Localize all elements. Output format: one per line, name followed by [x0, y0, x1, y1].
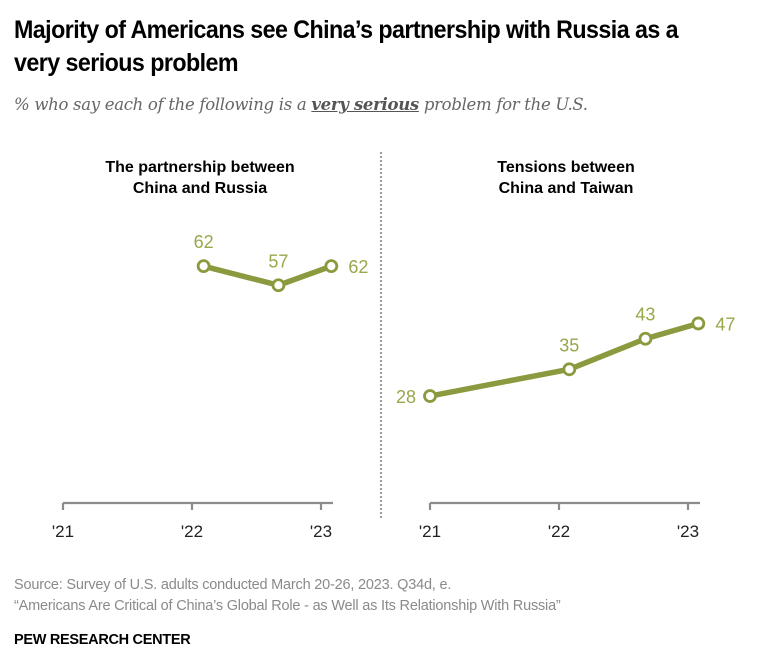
data-label: 43 [635, 305, 655, 325]
panel-title-china-taiwan: Tensions between China and Taiwan [428, 157, 704, 199]
subtitle-emphasis: very serious [311, 95, 419, 114]
data-point [691, 316, 706, 331]
chart-title: Majority of Americans see China’s partne… [14, 16, 679, 77]
panel-china-russia: '21 '22 '23 62 57 62 [52, 232, 368, 541]
x-tick-label: '21 [419, 522, 441, 541]
data-label: 35 [559, 335, 579, 355]
chart-subtitle: % who say each of the following is a ver… [14, 95, 588, 114]
data-point [562, 362, 577, 377]
x-tick-label: '23 [677, 522, 699, 541]
data-point [638, 331, 653, 346]
subtitle-before: % who say each of the following is a [14, 95, 312, 114]
series-line [427, 320, 702, 399]
x-tick-label: '23 [310, 522, 332, 541]
data-point [324, 259, 339, 274]
panel-title-line: China and Taiwan [498, 180, 634, 197]
panel-title-china-russia: The partnership between China and Russia [62, 157, 338, 199]
panel-title-line: China and Russia [132, 180, 268, 197]
data-label: 62 [194, 232, 214, 252]
panel-title-line: Tensions between [497, 159, 635, 176]
x-tick-label: '22 [181, 522, 203, 541]
brand-logo-text: PEW RESEARCH CENTER [14, 632, 191, 648]
source-note: Source: Survey of U.S. adults conducted … [14, 575, 561, 617]
data-label: 28 [396, 387, 416, 407]
report-title: “Americans Are Critical of China’s Globa… [14, 598, 561, 614]
data-label: 57 [268, 251, 288, 271]
panel-china-taiwan: '21 '22 '23 28 35 43 47 [396, 305, 735, 541]
subtitle-after: problem for the U.S. [418, 95, 588, 114]
x-tick-label: '22 [548, 522, 570, 541]
x-tick-label: '21 [52, 522, 74, 541]
data-label: 62 [348, 257, 368, 277]
panel-title-line: The partnership between [105, 159, 295, 176]
data-point [196, 259, 211, 274]
data-point [271, 278, 286, 293]
data-point [423, 389, 437, 403]
data-label: 47 [715, 314, 735, 334]
source-text: Source: Survey of U.S. adults conducted … [14, 577, 452, 593]
